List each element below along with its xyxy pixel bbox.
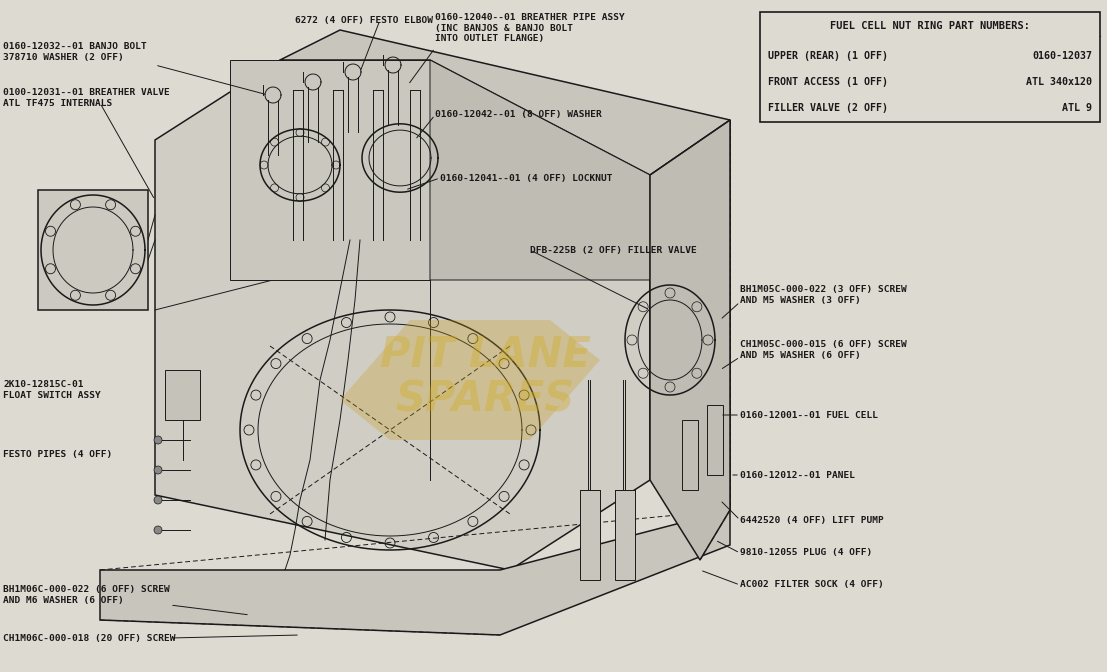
Text: 9810-12055 PLUG (4 OFF): 9810-12055 PLUG (4 OFF) bbox=[739, 548, 872, 558]
Text: ATL 9: ATL 9 bbox=[1062, 103, 1092, 113]
Bar bbox=[682, 420, 699, 490]
Bar bbox=[761, 12, 1100, 122]
Text: DFB-225B (2 OFF) FILLER VALVE: DFB-225B (2 OFF) FILLER VALVE bbox=[530, 245, 696, 255]
Text: 0160-12001--01 FUEL CELL: 0160-12001--01 FUEL CELL bbox=[739, 411, 878, 419]
Polygon shape bbox=[650, 120, 730, 510]
Text: AC002 FILTER SOCK (4 OFF): AC002 FILTER SOCK (4 OFF) bbox=[739, 581, 883, 589]
Text: 0160-12012--01 PANEL: 0160-12012--01 PANEL bbox=[739, 470, 855, 480]
Text: 0160-12041--01 (4 OFF) LOCKNUT: 0160-12041--01 (4 OFF) LOCKNUT bbox=[439, 173, 612, 183]
Text: BH1M06C-000-022 (6 OFF) SCREW
AND M6 WASHER (6 OFF): BH1M06C-000-022 (6 OFF) SCREW AND M6 WAS… bbox=[3, 585, 169, 605]
Polygon shape bbox=[430, 60, 650, 280]
Polygon shape bbox=[155, 60, 650, 570]
Text: PIT LANE: PIT LANE bbox=[380, 334, 590, 376]
Text: 0160-12042--01 (8 OFF) WASHER: 0160-12042--01 (8 OFF) WASHER bbox=[435, 110, 602, 120]
Bar bbox=[615, 490, 635, 580]
Circle shape bbox=[154, 496, 162, 504]
Text: SPARES: SPARES bbox=[395, 379, 575, 421]
Polygon shape bbox=[340, 320, 600, 440]
Text: CH1M05C-000-015 (6 OFF) SCREW
AND M5 WASHER (6 OFF): CH1M05C-000-015 (6 OFF) SCREW AND M5 WAS… bbox=[739, 340, 907, 360]
Polygon shape bbox=[100, 510, 730, 635]
Text: FRONT ACCESS (1 OFF): FRONT ACCESS (1 OFF) bbox=[768, 77, 888, 87]
Text: ATL 340x120: ATL 340x120 bbox=[1026, 77, 1092, 87]
Circle shape bbox=[154, 526, 162, 534]
Text: 6442520 (4 OFF) LIFT PUMP: 6442520 (4 OFF) LIFT PUMP bbox=[739, 515, 883, 525]
Bar bbox=[38, 190, 148, 310]
Text: FESTO PIPES (4 OFF): FESTO PIPES (4 OFF) bbox=[3, 450, 112, 460]
Text: CH1M06C-000-018 (20 OFF) SCREW: CH1M06C-000-018 (20 OFF) SCREW bbox=[3, 634, 176, 642]
Text: 0160-12040--01 BREATHER PIPE ASSY
(INC BANJOS & BANJO BOLT
INTO OUTLET FLANGE): 0160-12040--01 BREATHER PIPE ASSY (INC B… bbox=[435, 13, 624, 43]
Text: FUEL CELL NUT RING PART NUMBERS:: FUEL CELL NUT RING PART NUMBERS: bbox=[830, 21, 1030, 31]
Text: 2K10-12815C-01
FLOAT SWITCH ASSY: 2K10-12815C-01 FLOAT SWITCH ASSY bbox=[3, 380, 101, 400]
Text: FILLER VALVE (2 OFF): FILLER VALVE (2 OFF) bbox=[768, 103, 888, 113]
Text: 0160-12032--01 BANJO BOLT
378710 WASHER (2 OFF): 0160-12032--01 BANJO BOLT 378710 WASHER … bbox=[3, 42, 147, 62]
Text: BH1M05C-000-022 (3 OFF) SCREW
AND M5 WASHER (3 OFF): BH1M05C-000-022 (3 OFF) SCREW AND M5 WAS… bbox=[739, 286, 907, 304]
Text: UPPER (REAR) (1 OFF): UPPER (REAR) (1 OFF) bbox=[768, 51, 888, 61]
Text: 0160-12037: 0160-12037 bbox=[1032, 51, 1092, 61]
Bar bbox=[707, 405, 723, 475]
Polygon shape bbox=[650, 120, 730, 560]
Circle shape bbox=[154, 466, 162, 474]
Polygon shape bbox=[230, 60, 430, 280]
Text: 0100-12031--01 BREATHER VALVE
ATL TF475 INTERNALS: 0100-12031--01 BREATHER VALVE ATL TF475 … bbox=[3, 88, 169, 108]
Circle shape bbox=[154, 436, 162, 444]
Polygon shape bbox=[280, 30, 730, 175]
Text: 6272 (4 OFF) FESTO ELBOW: 6272 (4 OFF) FESTO ELBOW bbox=[294, 15, 433, 24]
Bar bbox=[165, 370, 200, 420]
Bar bbox=[580, 490, 600, 580]
